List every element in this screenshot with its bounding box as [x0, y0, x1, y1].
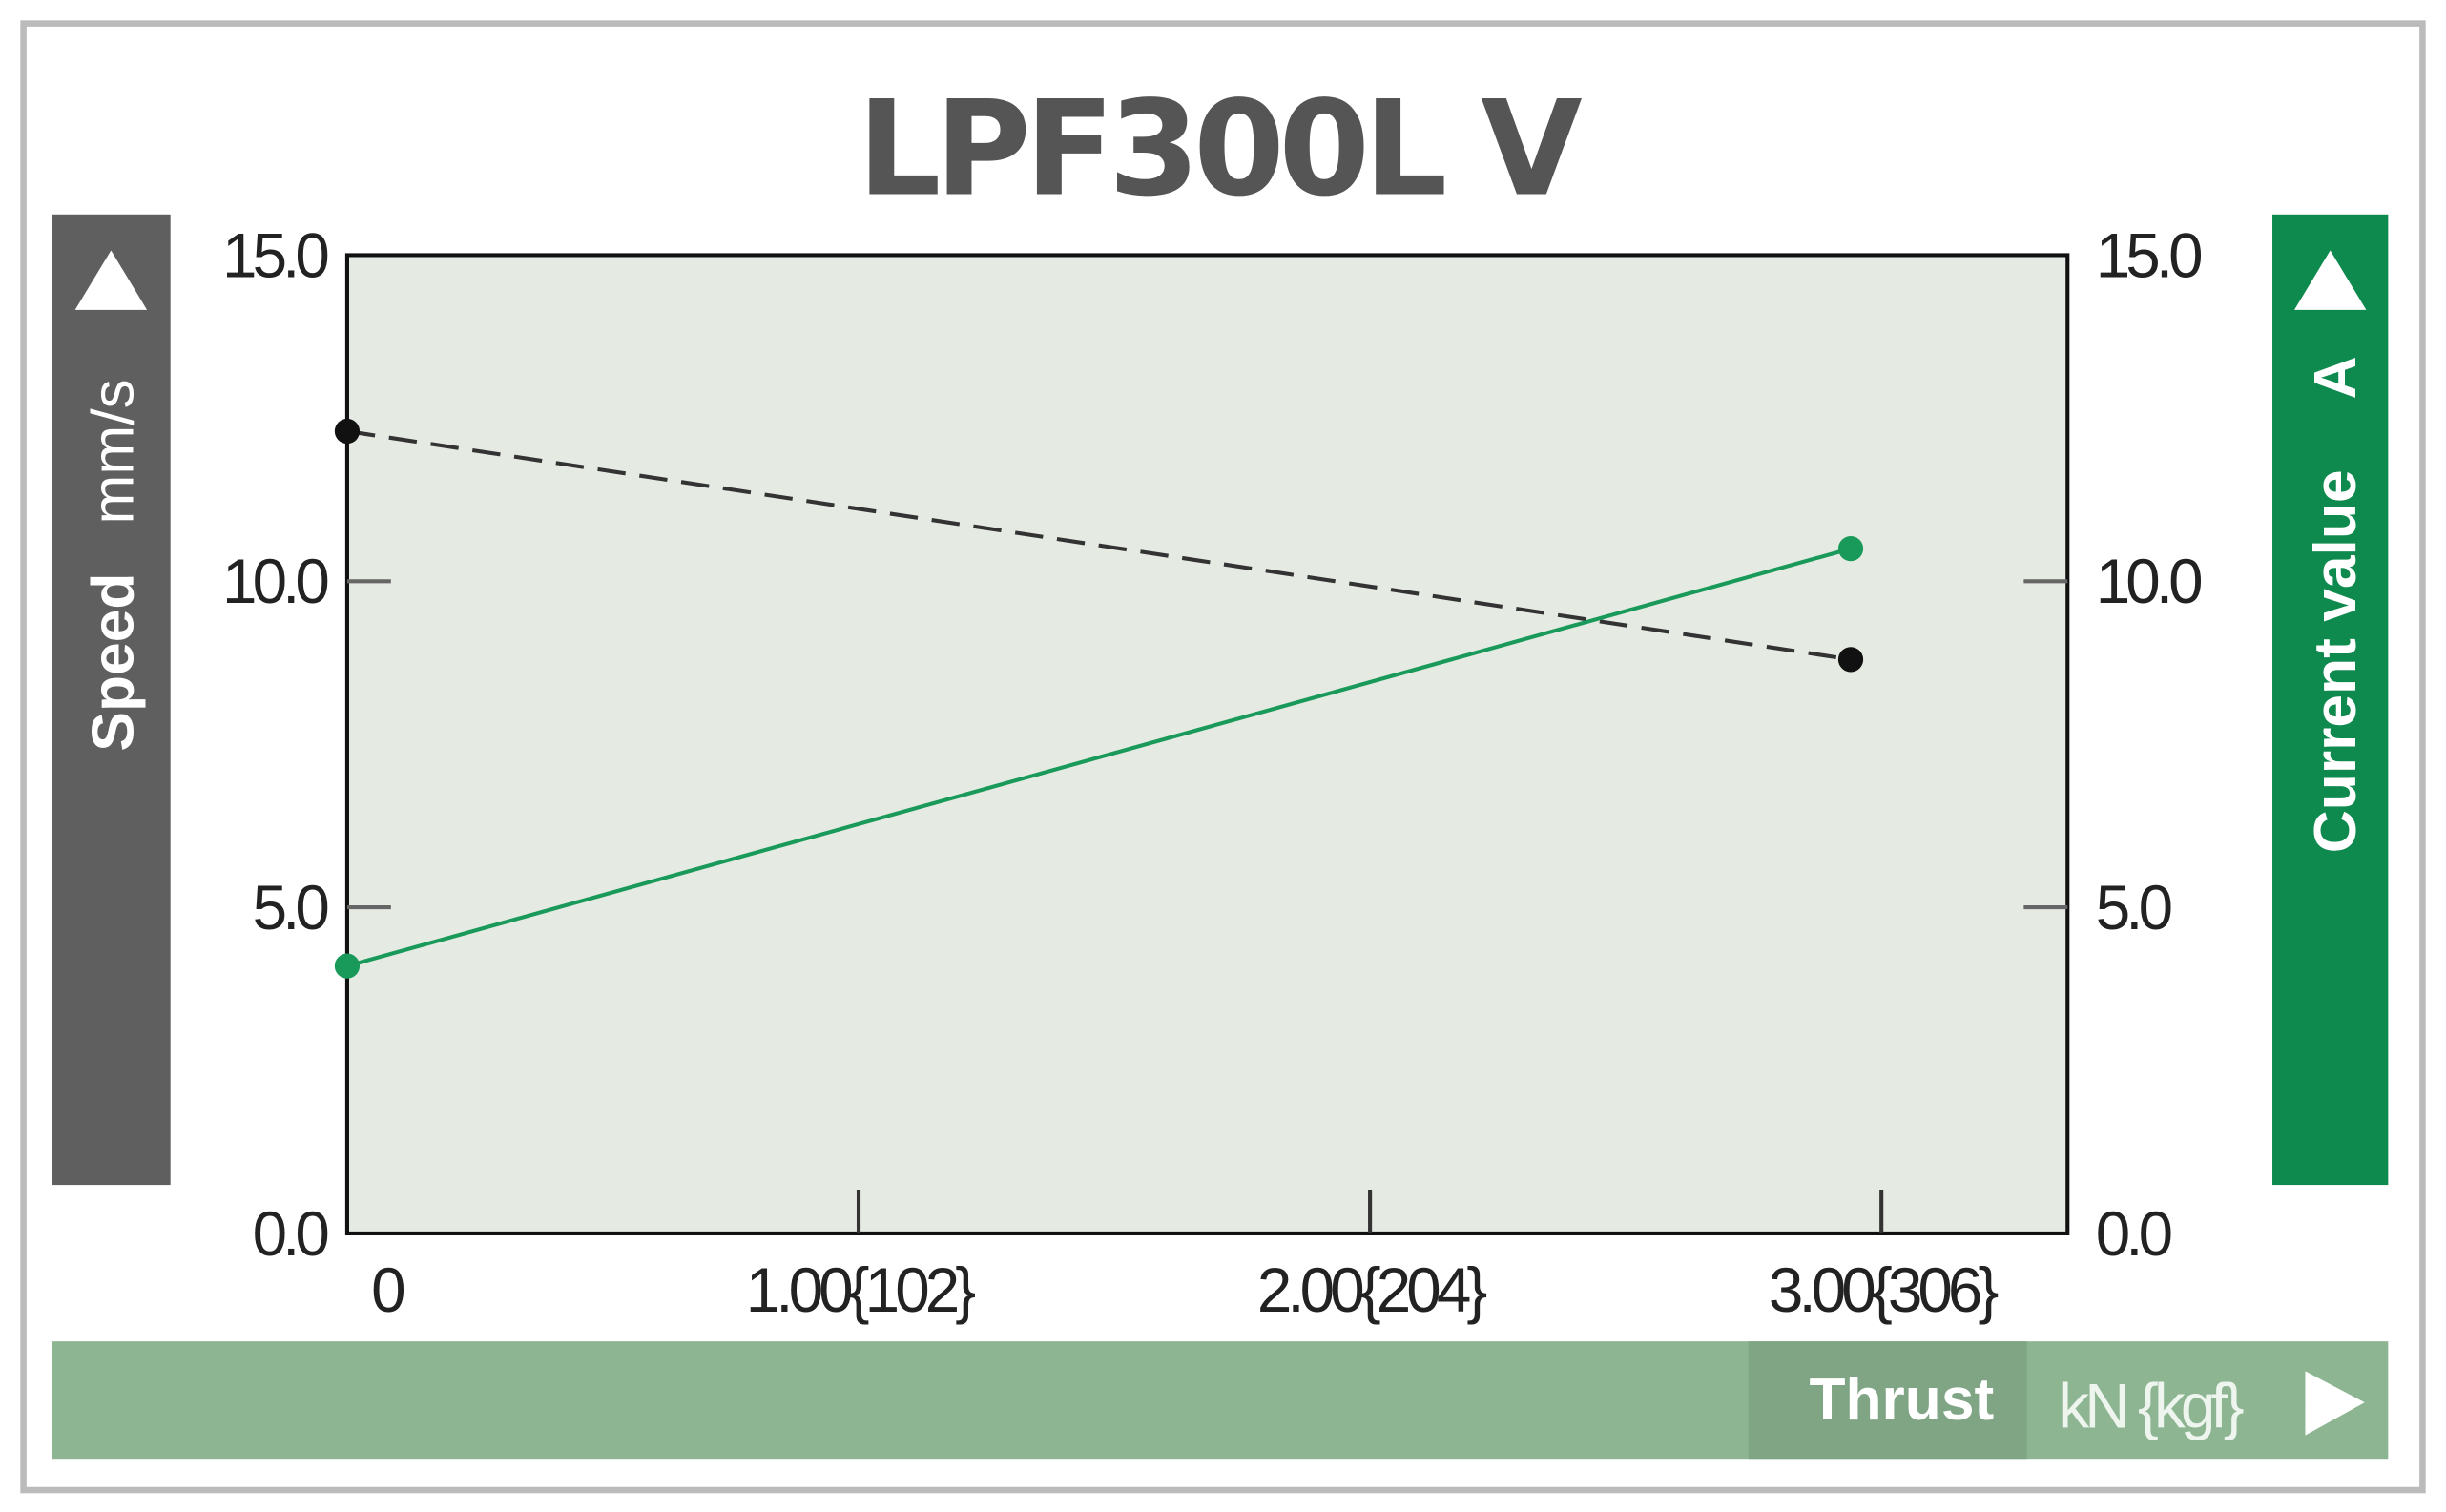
x-tick-label: 3.00{306}	[1769, 1255, 1999, 1325]
y-left-tick-label: 0.0	[253, 1199, 328, 1269]
x-axis-label: Thrust	[1809, 1367, 1994, 1433]
x-tick-label: 1.00{102}	[746, 1255, 976, 1325]
y-left-unit: mm/s	[80, 379, 146, 524]
speed-point	[1837, 647, 1864, 673]
right-axis-band	[2272, 214, 2389, 1186]
x-tick-label: 2.00{204}	[1257, 1255, 1487, 1325]
chart-title: LPF300L V	[858, 72, 1582, 225]
y-right-tick-label: 15.0	[2096, 220, 2201, 290]
up-arrow-icon	[2293, 250, 2367, 310]
up-arrow-icon	[74, 250, 148, 310]
y-left-label: Speed	[80, 572, 146, 751]
y-right-tick-label: 5.0	[2096, 873, 2171, 942]
y-left-tick-label: 10.0	[222, 547, 327, 616]
y-right-tick-label: 10.0	[2096, 547, 2201, 616]
current-point	[334, 953, 361, 979]
y-left-tick-label: 5.0	[253, 873, 328, 942]
plot-area	[344, 253, 2070, 1235]
x-axis-band	[52, 1341, 2389, 1460]
y-left-tick-label: 15.0	[222, 220, 327, 290]
x-axis-unit: kN {kgf}	[2058, 1371, 2243, 1440]
current-line	[346, 547, 1852, 968]
right-arrow-icon	[2305, 1371, 2365, 1436]
y-right-label: Current value	[2303, 469, 2369, 853]
y-right-tick-label: 0.0	[2096, 1199, 2171, 1269]
y-right-unit: A	[2303, 356, 2369, 399]
x-tick-label: 0	[371, 1255, 404, 1325]
speed-point	[334, 418, 361, 445]
left-axis-band	[52, 214, 171, 1186]
current-point	[1837, 535, 1864, 562]
x-axis-label-bg	[1748, 1341, 2027, 1460]
speed-line	[346, 429, 1852, 662]
